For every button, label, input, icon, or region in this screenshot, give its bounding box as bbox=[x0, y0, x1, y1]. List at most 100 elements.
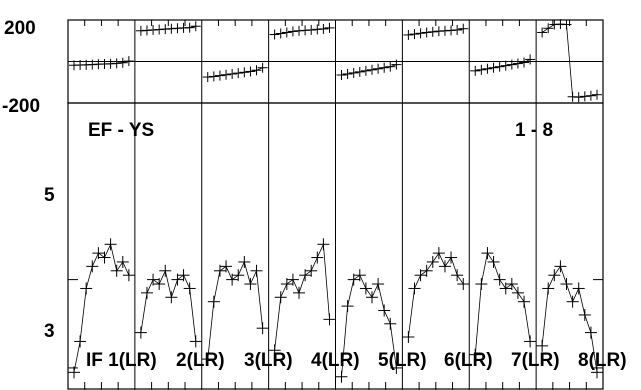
phase-point-5-0 bbox=[403, 29, 414, 40]
phase-point-4-6 bbox=[373, 63, 384, 74]
phase-point-7-6 bbox=[573, 92, 584, 103]
amp-point-4-9 bbox=[390, 361, 403, 374]
phase-point-5-2 bbox=[415, 28, 426, 39]
amp-point-0-8 bbox=[116, 255, 129, 268]
amp-point-3-4 bbox=[293, 286, 306, 299]
phase-point-2-1 bbox=[208, 71, 219, 82]
amp-point-4-1 bbox=[341, 300, 354, 313]
amp-point-5-2 bbox=[414, 269, 427, 282]
phase-point-6-5 bbox=[500, 60, 511, 71]
amp-point-2-2 bbox=[213, 264, 226, 277]
phase-point-6-9 bbox=[525, 54, 536, 65]
phase-point-3-9 bbox=[324, 22, 335, 33]
phase-point-0-9 bbox=[123, 56, 134, 67]
phase-point-4-7 bbox=[379, 62, 390, 73]
amp-point-1-7 bbox=[177, 269, 190, 282]
amp-point-7-4 bbox=[560, 278, 573, 291]
phase-line-7 bbox=[541, 23, 598, 98]
amp-point-7-3 bbox=[554, 260, 567, 273]
phase-point-7-7 bbox=[579, 91, 590, 102]
y-tick-phase-bottom: -200 bbox=[2, 96, 40, 117]
phase-point-4-0 bbox=[336, 69, 347, 80]
amp-point-7-9 bbox=[591, 366, 603, 379]
phase-point-4-8 bbox=[385, 61, 396, 72]
phase-point-5-4 bbox=[427, 26, 438, 37]
phase-point-6-8 bbox=[519, 57, 530, 68]
phase-point-3-6 bbox=[306, 24, 317, 35]
amp-point-6-2 bbox=[481, 247, 494, 260]
amp-point-7-5 bbox=[566, 295, 579, 308]
amp-point-2-0 bbox=[201, 353, 214, 366]
amp-line-2 bbox=[207, 260, 263, 360]
amp-point-5-3 bbox=[420, 264, 433, 277]
y-tick-amp-top: 5 bbox=[44, 185, 55, 206]
phase-point-6-0 bbox=[470, 65, 481, 76]
amp-point-7-0 bbox=[536, 339, 549, 352]
amp-point-2-8 bbox=[250, 264, 263, 277]
phase-point-3-8 bbox=[318, 23, 329, 34]
phase-point-7-8 bbox=[585, 90, 596, 101]
amp-point-6-4 bbox=[493, 273, 506, 286]
amp-line-1 bbox=[140, 269, 197, 342]
amp-point-7-7 bbox=[578, 308, 591, 321]
amp-point-2-7 bbox=[244, 278, 257, 291]
segment-label-5: 5(LR) bbox=[378, 350, 427, 371]
amp-line-5 bbox=[408, 252, 464, 338]
segment-label-4: 4(LR) bbox=[311, 350, 360, 371]
amp-point-1-2 bbox=[147, 273, 160, 286]
phase-point-3-3 bbox=[287, 26, 298, 37]
amp-line-7 bbox=[541, 265, 598, 373]
phase-point-3-1 bbox=[275, 28, 286, 39]
amp-point-0-4 bbox=[92, 247, 105, 260]
amp-point-3-6 bbox=[305, 264, 318, 277]
amp-point-4-6 bbox=[372, 278, 385, 291]
amp-point-5-1 bbox=[408, 282, 421, 295]
amp-point-3-7 bbox=[311, 251, 324, 264]
segment-label-7: 7(LR) bbox=[511, 350, 560, 371]
phase-point-5-8 bbox=[452, 24, 463, 35]
amp-point-6-0 bbox=[469, 348, 482, 361]
amp-point-4-4 bbox=[359, 282, 372, 295]
amp-point-2-9 bbox=[256, 322, 269, 335]
phase-point-6-1 bbox=[476, 64, 487, 75]
phase-point-2-8 bbox=[251, 65, 262, 76]
amp-line-4 bbox=[341, 274, 397, 377]
amp-point-0-1 bbox=[74, 335, 87, 348]
amp-point-2-4 bbox=[226, 273, 239, 286]
amp-point-2-1 bbox=[207, 295, 220, 308]
amp-line-6 bbox=[474, 252, 531, 355]
amp-point-0-5 bbox=[98, 251, 111, 264]
y-tick-phase-top: 200 bbox=[4, 18, 36, 39]
segment-label-2: 2(LR) bbox=[176, 350, 225, 371]
y-tick-amp-bottom: 3 bbox=[44, 321, 55, 342]
amp-point-1-3 bbox=[153, 278, 166, 291]
phase-point-1-9 bbox=[190, 21, 201, 32]
amp-point-6-3 bbox=[487, 255, 500, 268]
amp-point-3-5 bbox=[299, 269, 312, 282]
phase-point-6-7 bbox=[512, 58, 523, 69]
segment-label-6: 6(LR) bbox=[444, 350, 493, 371]
phase-point-4-5 bbox=[366, 64, 377, 75]
amp-point-6-8 bbox=[518, 295, 531, 308]
amp-point-4-3 bbox=[353, 269, 366, 282]
phase-point-2-7 bbox=[245, 66, 256, 77]
phase-point-2-6 bbox=[239, 67, 250, 78]
amp-line-3 bbox=[274, 242, 330, 351]
amp-point-6-6 bbox=[505, 278, 518, 291]
amp-point-0-9 bbox=[122, 269, 135, 282]
amp-line-0 bbox=[73, 243, 130, 373]
amp-point-1-0 bbox=[134, 326, 147, 339]
segment-label-3: 3(LR) bbox=[244, 350, 293, 371]
amp-point-3-1 bbox=[274, 291, 287, 304]
amp-point-1-5 bbox=[165, 291, 178, 304]
amp-point-3-3 bbox=[286, 273, 299, 286]
segment-label-8: 8(LR) bbox=[578, 350, 627, 371]
amp-point-0-3 bbox=[86, 260, 99, 273]
amp-point-0-6 bbox=[104, 238, 117, 251]
amp-point-3-2 bbox=[280, 278, 293, 291]
annotation-baseline: EF - YS bbox=[88, 120, 154, 141]
amp-point-3-0 bbox=[268, 344, 281, 357]
amp-point-2-3 bbox=[220, 260, 233, 273]
segment-label-1: IF 1(LR) bbox=[86, 350, 157, 371]
amp-point-3-9 bbox=[323, 313, 336, 326]
